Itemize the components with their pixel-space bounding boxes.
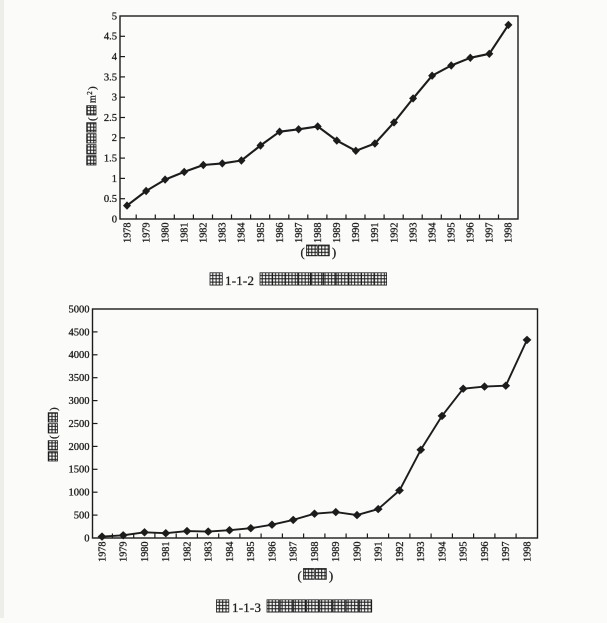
svg-text:1987: 1987 [294,223,305,243]
svg-text:2000: 2000 [69,442,90,453]
svg-text:1.5: 1.5 [104,154,117,165]
svg-text:2: 2 [86,91,94,95]
svg-text:1991: 1991 [374,542,385,562]
svg-text:0: 0 [84,533,89,544]
svg-text:1984: 1984 [225,542,236,562]
svg-text:1997: 1997 [501,542,512,562]
svg-text:1983: 1983 [218,223,229,243]
svg-text:1996: 1996 [466,223,477,243]
svg-text:2: 2 [112,133,117,144]
svg-text:1991: 1991 [370,223,381,243]
svg-text:): ) [329,569,333,583]
svg-text:m: m [88,95,99,103]
svg-text:1982: 1982 [182,542,193,562]
svg-text:(: ( [87,117,99,121]
svg-text:1990: 1990 [352,542,363,562]
svg-text:2.5: 2.5 [104,113,117,124]
svg-text:4: 4 [112,52,118,63]
svg-text:1979: 1979 [119,542,130,562]
svg-text:0.5: 0.5 [104,194,117,205]
svg-text:1998: 1998 [504,223,515,243]
svg-text:1996: 1996 [480,542,491,562]
svg-text:): ) [87,86,99,90]
svg-text:1500: 1500 [69,465,90,476]
svg-text:3000: 3000 [69,396,90,407]
svg-text:1982: 1982 [199,223,210,243]
svg-text:1978: 1978 [122,223,133,243]
svg-text:1992: 1992 [389,223,400,243]
svg-text:1990: 1990 [351,223,362,243]
svg-text:3: 3 [112,93,117,104]
svg-text:500: 500 [74,511,90,522]
svg-text:1985: 1985 [256,223,267,243]
svg-text:4500: 4500 [69,327,90,338]
svg-text:1980: 1980 [160,223,171,243]
svg-text:(: ( [301,246,305,260]
svg-text:3.5: 3.5 [104,72,117,83]
svg-text:3500: 3500 [69,373,90,384]
svg-text:1-1-3: 1-1-3 [232,600,261,615]
svg-text:1995: 1995 [459,542,470,562]
svg-text:0: 0 [112,214,117,225]
svg-text:1981: 1981 [161,542,172,562]
svg-text:1989: 1989 [331,542,342,562]
svg-text:1989: 1989 [332,223,343,243]
svg-text:1979: 1979 [141,223,152,243]
svg-text:1-1-2: 1-1-2 [225,273,254,288]
svg-text:(: ( [48,435,60,439]
svg-text:1993: 1993 [408,223,419,243]
svg-text:1986: 1986 [275,223,286,243]
svg-text:1978: 1978 [97,542,108,562]
svg-text:1984: 1984 [237,223,248,243]
svg-text:1: 1 [112,174,117,185]
svg-text:1994: 1994 [427,223,438,243]
svg-text:1983: 1983 [204,542,215,562]
svg-text:1988: 1988 [313,223,324,243]
svg-text:5: 5 [112,11,117,22]
svg-text:): ) [48,407,60,411]
svg-text:1997: 1997 [485,223,496,243]
svg-text:1987: 1987 [289,542,300,562]
svg-text:5000: 5000 [69,304,90,315]
svg-text:1981: 1981 [180,223,191,243]
svg-text:1998: 1998 [522,542,533,562]
svg-text:1993: 1993 [416,542,427,562]
svg-text:1980: 1980 [140,542,151,562]
svg-text:1995: 1995 [447,223,458,243]
svg-text:(: ( [298,569,302,583]
svg-text:1994: 1994 [437,542,448,562]
svg-text:4.5: 4.5 [104,32,117,43]
svg-text:1985: 1985 [246,542,257,562]
svg-text:2500: 2500 [69,419,90,430]
svg-text:1992: 1992 [395,542,406,562]
svg-text:4000: 4000 [69,350,90,361]
svg-text:1988: 1988 [310,542,321,562]
svg-text:1986: 1986 [267,542,278,562]
svg-text:): ) [332,246,336,260]
svg-text:1000: 1000 [69,488,90,499]
